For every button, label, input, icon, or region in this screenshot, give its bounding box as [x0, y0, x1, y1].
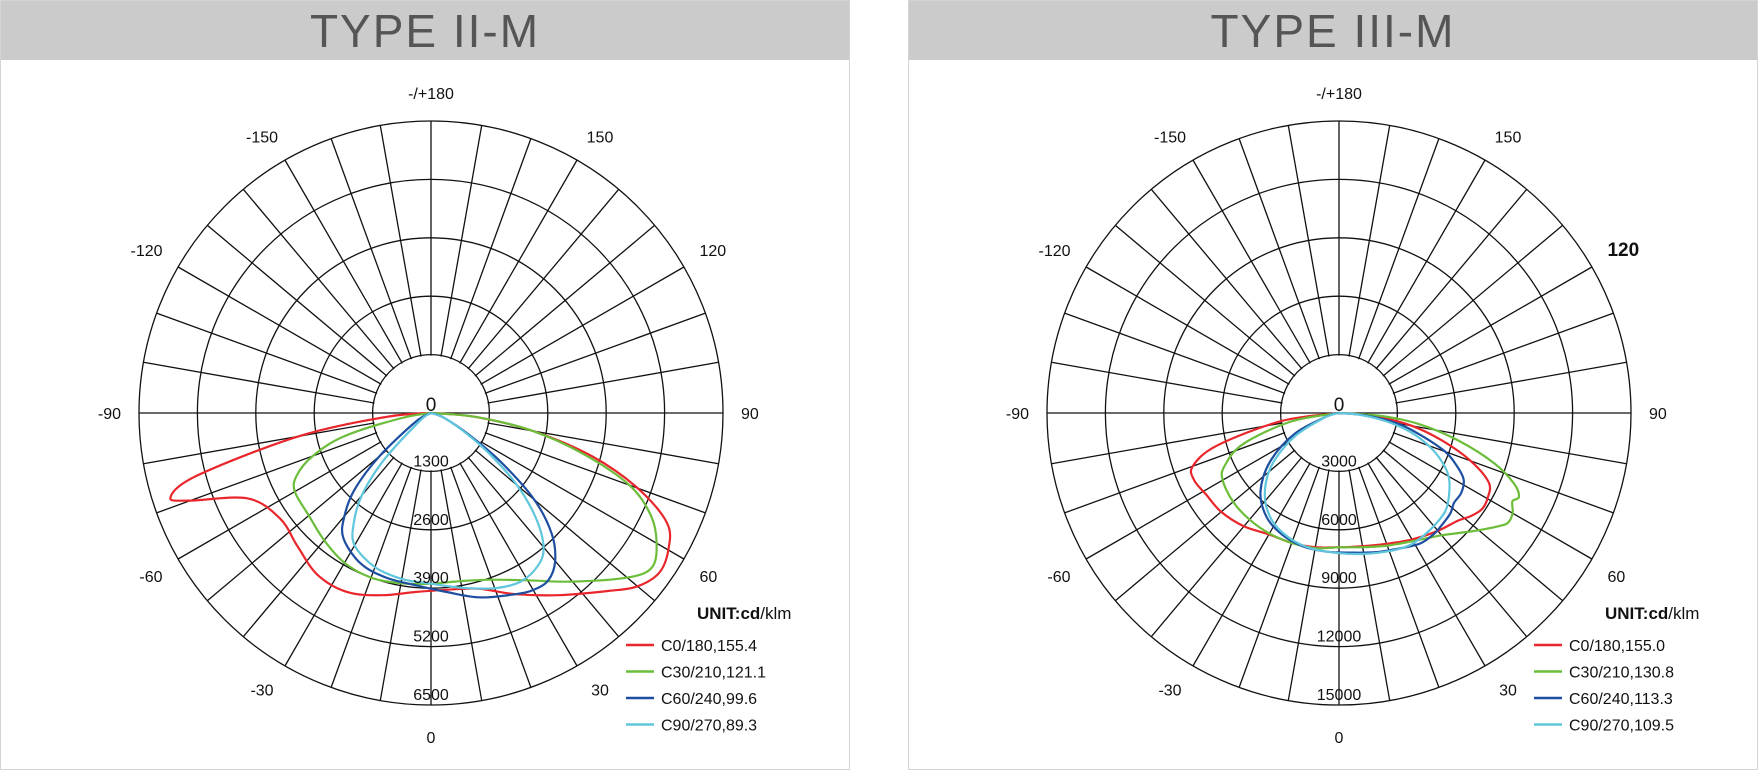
legend-label: C60/240,113.3 [1569, 691, 1673, 708]
angle-label: 30 [1499, 682, 1517, 699]
angle-label: 60 [1607, 569, 1625, 586]
radial-tick-label: 12000 [1317, 629, 1362, 646]
angle-label: 150 [587, 130, 614, 147]
radial-tick-label: 9000 [1321, 570, 1357, 587]
radial-tick-label: 5200 [413, 629, 449, 646]
legend: C0/180,155.0 C30/210,130.8 C60/240,113.3 C9… [1534, 638, 1674, 735]
angle-label: -150 [1154, 130, 1186, 147]
unit-label: UNIT:cd/klm [1605, 604, 1699, 623]
angle-label: -120 [131, 243, 163, 260]
angle-label: 0 [1335, 730, 1344, 747]
legend-label: C30/210,121.1 [661, 665, 766, 682]
series-line-4 [351, 411, 545, 590]
center-label: 0 [1334, 395, 1345, 416]
radial-tick-label: 3900 [413, 570, 449, 587]
center-label: 0 [426, 395, 437, 416]
grid-ring [196, 178, 666, 648]
radial-tick-label: 2600 [413, 512, 449, 529]
panel-header: TYPE II-M [1, 1, 849, 60]
series-line-3 [340, 411, 557, 599]
radial-tick-label: 3000 [1321, 453, 1357, 470]
angle-label: 90 [1649, 406, 1667, 423]
polar-panel-type-iii-m: TYPE III-M 3000 6000 9000 12000 15000 0 -/+180… [908, 0, 1758, 770]
grid-ring [138, 120, 724, 706]
grid-ring [1104, 178, 1574, 648]
angle-label: 0 [427, 730, 436, 747]
angle-label: -/+180 [408, 86, 454, 103]
chart-title: TYPE III-M [1210, 4, 1456, 57]
radial-tick-label: 6000 [1321, 512, 1357, 529]
radial-tick-label: 1300 [413, 453, 449, 470]
angle-label: 120 [1607, 240, 1639, 261]
chart-title: TYPE II-M [309, 4, 541, 57]
legend-label: C60/240,99.6 [661, 691, 757, 708]
legend-label: C0/180,155.0 [1569, 638, 1665, 655]
grid-ring [313, 295, 549, 531]
angle-label: -30 [1158, 682, 1181, 699]
series-line-1 [1189, 411, 1492, 549]
series-line-3 [1259, 411, 1465, 554]
angle-label: -60 [1047, 569, 1070, 586]
angle-label: 120 [699, 243, 726, 260]
angle-label: -60 [139, 569, 162, 586]
legend-label: C0/180,155.4 [661, 638, 757, 655]
series-line-2 [292, 411, 658, 586]
legend: C0/180,155.4 C30/210,121.1 C60/240,99.6 C90… [626, 638, 766, 735]
radial-tick-label: 6500 [413, 687, 449, 704]
angle-label: 60 [699, 569, 717, 586]
angle-label: 90 [741, 406, 759, 423]
series-line-4 [1263, 411, 1451, 556]
angle-label: -150 [246, 130, 278, 147]
series-group [169, 411, 672, 599]
series-group [1189, 411, 1521, 556]
grid-ring [1279, 353, 1399, 473]
radial-tick-label: 15000 [1317, 687, 1362, 704]
legend-label: C90/270,109.5 [1569, 718, 1674, 735]
angle-label: 150 [1495, 130, 1522, 147]
angle-label: 30 [591, 682, 609, 699]
angle-label: -30 [250, 682, 273, 699]
panel-header: TYPE III-M [909, 1, 1757, 60]
unit-label: UNIT:cd/klm [697, 604, 791, 623]
series-line-1 [169, 411, 672, 597]
polar-panel-type-ii-m: TYPE II-M 1300 2600 3900 5200 6500 0 -/+180 150… [0, 0, 850, 770]
polar-chart-type-iii-m: 3000 6000 9000 12000 15000 0 -/+180 150 -150 120 -… [1006, 86, 1700, 747]
angle-label: -/+180 [1316, 86, 1362, 103]
grid-ring [1046, 120, 1632, 706]
grid-ring [1163, 237, 1515, 589]
angle-label: -90 [1006, 406, 1029, 423]
angle-label: -120 [1039, 243, 1071, 260]
legend-label: C30/210,130.8 [1569, 665, 1674, 682]
polar-chart-type-ii-m: 1300 2600 3900 5200 6500 0 -/+180 150 -150 120 -12… [98, 86, 792, 747]
legend-label: C90/270,89.3 [661, 718, 757, 735]
grid-ring [1221, 295, 1457, 531]
angle-label: -90 [98, 406, 121, 423]
